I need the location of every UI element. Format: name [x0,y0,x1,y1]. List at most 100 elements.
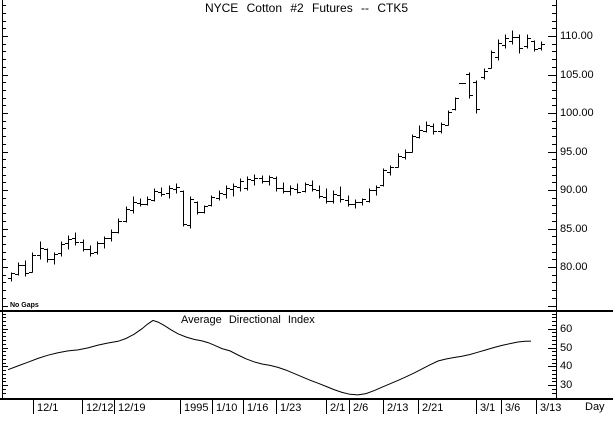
ohlc-bar [166,185,173,199]
ohlc-bar [366,188,373,203]
ohlc-bar [266,175,273,186]
date-axis-label: 12/1 [37,402,59,414]
pane-divider-line [0,310,613,312]
ohlc-bar [280,182,287,194]
axis-frame [0,0,613,414]
ohlc-bar [495,39,502,61]
date-axis-label: 3/6 [505,402,521,414]
date-axis-label: 2/6 [353,402,369,414]
x-axis-line [0,398,613,400]
ohlc-bar [144,196,151,206]
price-axis-label: 105.00 [560,69,594,81]
chart-title: NYCE Cotton #2 Futures -- CTK5 [204,1,409,15]
ohlc-bar [180,190,187,227]
ohlc-bar [8,272,15,282]
adx-axis-label: 60 [560,323,573,335]
date-axis-label: 1/16 [247,402,269,414]
ohlc-bar [65,235,72,250]
date-axis-label: 2/1 [330,402,346,414]
ohlc-bar [244,176,251,191]
ohlc-bar [524,34,531,49]
ohlc-bar [538,41,545,51]
price-axis-label: 95.00 [560,146,588,158]
date-axis-label: 1/23 [280,402,302,414]
ohlc-bar [309,180,316,192]
ohlc-bar [158,187,165,197]
ohlc-bar [430,123,437,135]
ohlc-bar [115,218,122,234]
ohlc-bar [72,232,79,246]
date-axis-label: 3/13 [540,402,562,414]
ohlc-bar [438,122,445,134]
date-axis-label: 12/12 [86,402,114,414]
date-axis-label: 12/19 [118,402,146,414]
ohlc-bar [237,178,244,192]
ohlc-bar [201,205,208,214]
date-separator-ticks [33,400,537,414]
ohlc-bar [208,195,215,207]
ohlc-bar [337,186,344,203]
ohlc-bar [223,185,230,199]
ohlc-bar [488,50,495,69]
ohlc-bar [531,40,538,52]
ohlc-bar [15,262,22,276]
ohlc-bar [380,168,387,187]
ohlc-bar [509,30,516,45]
price-axis-label: 80.00 [560,261,588,273]
ohlc-bar [216,190,223,201]
ohlc-bar [51,252,58,265]
ohlc-bar [194,201,201,215]
ohlc-bar [481,68,488,80]
ohlc-bar [387,165,394,176]
ohlc-bar [259,175,266,184]
ohlc-bar [345,195,352,207]
ohlc-bar [373,185,380,196]
ohlc-bar [409,134,416,153]
adx-axis-label: 50 [560,342,573,354]
ohlc-bar [395,153,402,168]
ohlc-bar [130,196,137,214]
date-axis-label: 1/10 [216,402,238,414]
price-axis-label: 90.00 [560,184,588,196]
ohlc-bar [502,34,509,49]
ohlc-bar [80,239,87,252]
ohlc-bar [294,183,301,194]
ohlc-bar [423,121,430,133]
adx-indicator [7,319,532,396]
ohlc-bar [101,236,108,249]
ohlc-bar [445,110,452,126]
ohlc-bar [94,241,101,255]
ohlc-bar [37,241,44,260]
price-axis-label: 85.00 [560,223,588,235]
ohlc-bar [251,174,258,186]
ohlc-bar [123,206,130,223]
ohlc-bar [287,185,294,196]
price-axis-label: 110.00 [560,30,593,42]
no-gaps-annotation: No Gaps [10,302,39,309]
ohlc-bar [22,260,29,277]
ohlc-bar [44,248,51,263]
ohlc-bar [87,245,94,257]
date-axis-label: 2/13 [387,402,409,414]
ohlc-bar [416,125,423,139]
date-axis-label: 2/21 [422,402,444,414]
ohlc-bar [151,188,158,202]
ohlc-bar [452,97,459,111]
adx-axis-label: 40 [560,360,573,372]
ohlc-bar [108,229,115,242]
indicator-pane-title: Average Directional Index [181,314,315,326]
ohlc-bar [359,198,366,206]
ohlc-bar [273,176,280,192]
adx-line [7,319,532,396]
price-bars [8,30,545,282]
ohlc-bar [316,185,323,199]
left-axis-ruler [2,0,8,398]
ohlc-bar [302,182,309,193]
ohlc-bar [323,188,330,204]
ohlc-bar [352,199,359,209]
ohlc-bar [29,252,36,273]
x-axis-unit-label: Day [585,401,605,413]
ohlc-bar [330,190,337,204]
ohlc-bar [58,241,65,257]
